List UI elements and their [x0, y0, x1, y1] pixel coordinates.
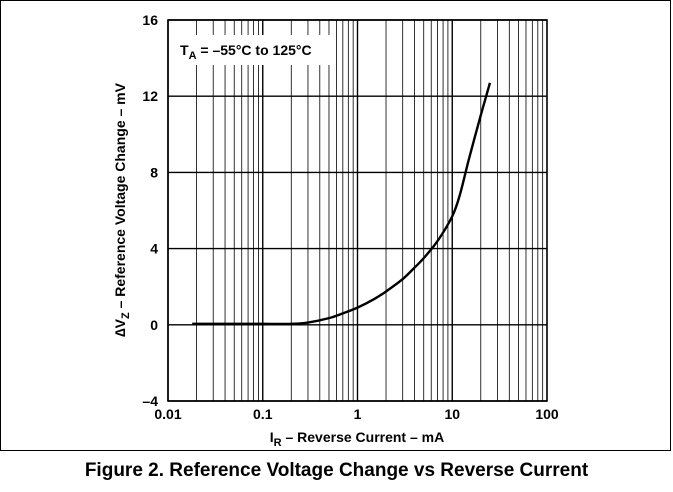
figure-caption: Figure 2. Reference Voltage Change vs Re… — [84, 460, 589, 481]
annotation-main: T — [180, 42, 189, 58]
x-tick-label: 0.01 — [154, 406, 181, 422]
y-axis-label-main: ∆V — [112, 318, 128, 337]
series-line — [192, 82, 492, 326]
series-layer — [192, 82, 492, 326]
x-axis-label-rest: – Reverse Current – mA — [282, 429, 445, 445]
frame-left-border — [0, 0, 1, 451]
y-tick-label: 12 — [142, 88, 158, 104]
y-axis-label: ∆VZ – Reference Voltage Change – mV — [112, 82, 132, 337]
y-tick-label: 0 — [150, 317, 158, 333]
frame-right-border — [670, 0, 671, 451]
x-tick-label: 100 — [535, 406, 559, 422]
annotation-box — [174, 35, 334, 65]
x-tick-label: 0.1 — [253, 406, 273, 422]
x-axis-label-sub: R — [274, 437, 282, 449]
plot-border — [167, 19, 548, 402]
grid — [167, 19, 547, 402]
annotation-sub: A — [189, 50, 197, 62]
annotation: TA = –55°C to 125°C — [180, 42, 312, 62]
y-axis-label-rest: – Reference Voltage Change – mV — [112, 82, 128, 312]
frame-bottom-border — [0, 450, 671, 451]
annotation-rest: = –55°C to 125°C — [197, 42, 312, 58]
x-tick-label: 10 — [444, 406, 460, 422]
y-tick-label: 16 — [142, 12, 158, 28]
x-axis-label: IR – Reverse Current – mA — [270, 429, 444, 449]
tick-labels: 0.01 0.1 1 10 100 –4 0 4 8 12 16 — [142, 12, 558, 422]
y-axis-label-sub: Z — [120, 312, 132, 319]
plot-area — [167, 19, 548, 402]
y-tick-label: –4 — [142, 393, 158, 409]
y-tick-label: 8 — [150, 164, 158, 180]
x-tick-label: 1 — [354, 406, 362, 422]
x-axis-label-main: I — [270, 429, 274, 445]
y-tick-label: 4 — [150, 241, 158, 257]
frame-top-border — [0, 0, 671, 1]
